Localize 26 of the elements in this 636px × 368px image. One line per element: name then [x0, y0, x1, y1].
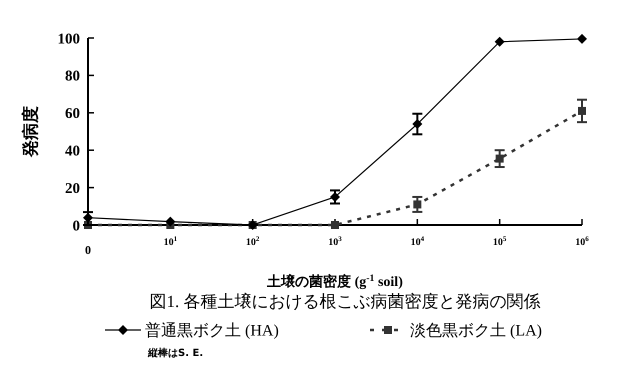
y-tick-label: 80 [65, 68, 80, 85]
text: 縦棒はS. E. [147, 347, 204, 359]
point [412, 119, 422, 130]
x-tick-label: 10$^{3}$ [328, 235, 342, 248]
x-tick-label: 10$^{2}$ [246, 235, 260, 248]
x-tick-label: 10$^{6}$ [575, 235, 590, 248]
point [578, 106, 586, 115]
y-tick-label: 20 [65, 180, 80, 197]
y-tick-label: 60 [65, 106, 80, 122]
point [496, 154, 504, 163]
point [165, 216, 176, 227]
y-tick-label: 100 [58, 31, 80, 48]
x-tick-label: 10$^{4}$ [410, 235, 425, 248]
x-tick-label: 10$^{5}$ [492, 235, 507, 248]
point [330, 192, 340, 202]
y-axis-title: 発病度 [20, 106, 40, 158]
point [331, 221, 339, 229]
point [494, 36, 505, 47]
point [413, 200, 422, 208]
y-tick-label: 40 [65, 143, 80, 160]
point [577, 34, 587, 44]
x-axis-title: 土壌の菌密度 (g$^{-1}$ soil) [266, 272, 404, 290]
legend-label: 普通黒ボク土 (HA) [145, 322, 279, 340]
text: 図1. 各種土壌における根こぶ病菌密度と発病の関係 [150, 292, 540, 311]
legend-label: 淡色黒ボク土 (LA) [410, 322, 542, 340]
x-tick-label: 10$^{1}$ [164, 235, 178, 248]
